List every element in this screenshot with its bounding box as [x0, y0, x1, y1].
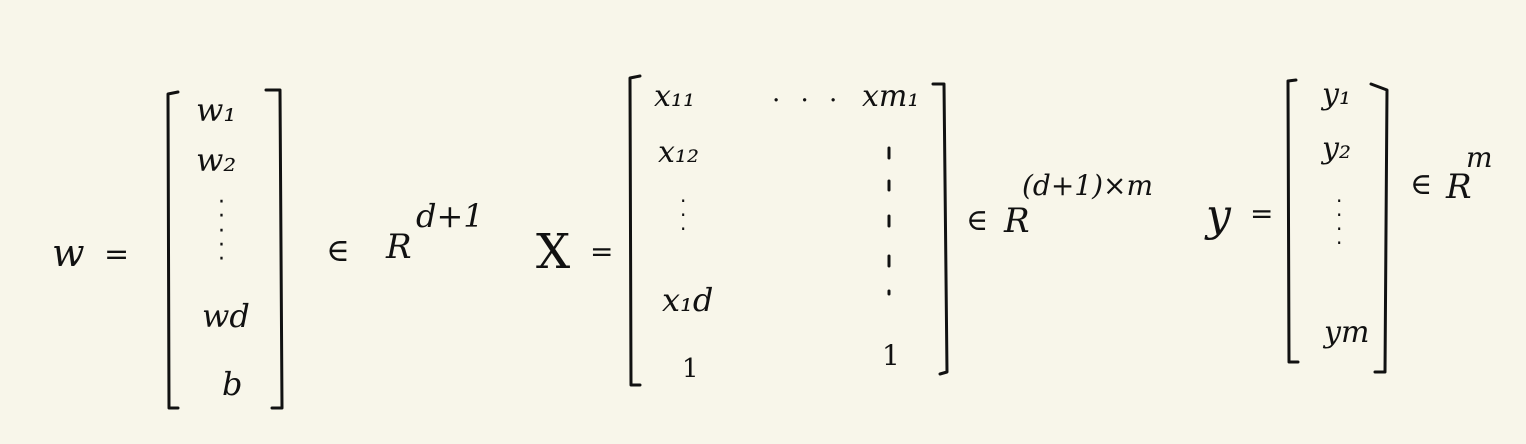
w-equals: = [104, 237, 130, 272]
y-entry-1: y₁ [1322, 77, 1351, 112]
x-row-dots: . . . [772, 78, 844, 108]
X-space-R: R [1004, 201, 1030, 241]
y-element-of: ∈ [1410, 167, 1433, 202]
x-entry-m1: xm₁ [862, 79, 920, 114]
y-left-bracket [1286, 78, 1300, 364]
X-equals: = [590, 235, 614, 268]
x-col1-vertical-dots: · · · [680, 189, 687, 241]
x-entry-12: x₁₂ [658, 135, 699, 170]
y-equals: = [1250, 197, 1274, 230]
w-element-of: ∈ [326, 231, 350, 269]
x-right-bracket [931, 82, 949, 376]
w-right-bracket [264, 88, 284, 410]
y-entry-m: ym [1324, 315, 1370, 350]
y-entry-2: y₂ [1322, 131, 1351, 166]
x-entry-1d: x₁d [662, 281, 714, 319]
X-element-of: ∈ [966, 203, 989, 238]
y-symbol: y [1206, 190, 1231, 241]
x-left-bracket [628, 74, 642, 387]
x-entry-ones-col1: 1 [682, 354, 699, 384]
w-entry-d: wd [202, 297, 250, 335]
w-entry-b: b [222, 365, 243, 403]
w-space-exponent: d+1 [416, 197, 484, 235]
w-vertical-dots: · · · · · [218, 190, 225, 273]
w-entry-1: w₁ [196, 91, 237, 129]
X-space-exponent: (d+1)×m [1022, 169, 1154, 202]
y-right-bracket [1369, 82, 1389, 374]
w-left-bracket [166, 90, 180, 410]
y-space-R: R [1446, 167, 1472, 207]
x-entry-11: x₁₁ [654, 79, 695, 114]
w-symbol: w [52, 231, 85, 275]
x-entry-ones-colm: 1 [882, 339, 900, 372]
w-space-R: R [386, 227, 412, 267]
y-space-exponent: m [1466, 141, 1493, 174]
X-symbol: X [536, 224, 571, 280]
y-vertical-dots: · · · · [1336, 189, 1343, 255]
w-entry-2: w₂ [196, 141, 237, 179]
